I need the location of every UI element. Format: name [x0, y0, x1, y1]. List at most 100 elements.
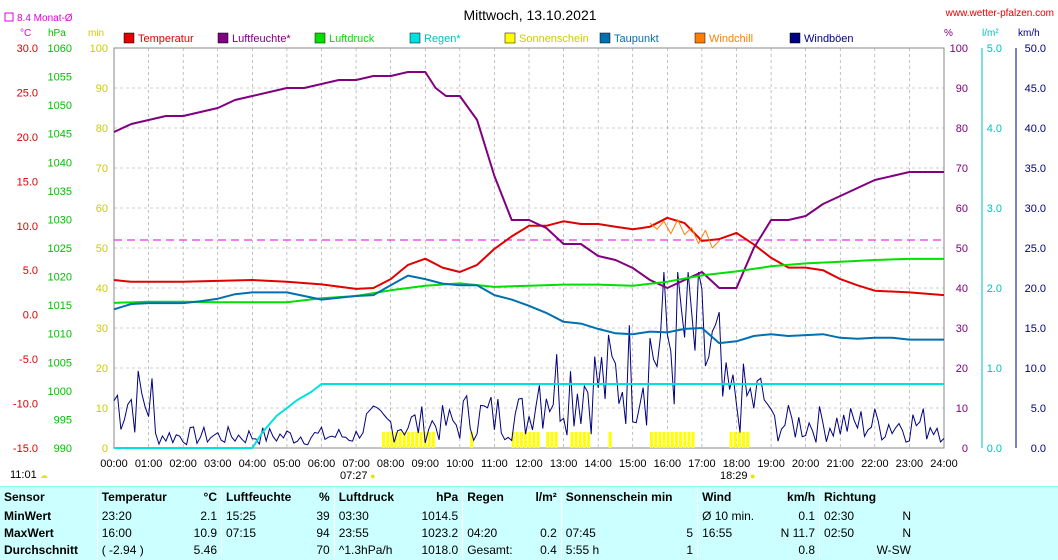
sunshine-bar: [427, 432, 431, 448]
series-luftdruck: [113, 257, 944, 304]
series-taupunkt: [113, 274, 944, 345]
cell: 0.2: [540, 525, 557, 540]
row-label: Durchschnitt: [4, 542, 79, 557]
humidity-axis-tick-label: 100: [950, 43, 968, 55]
temp-axis-tick-label: 20.0: [17, 132, 38, 144]
cell: 04:20: [462, 524, 527, 541]
sunshine-bar: [658, 432, 662, 448]
minutes-axis-tick-label: 60: [96, 203, 108, 215]
sunshine-bar: [431, 432, 435, 448]
rain-axis-tick-label: 0.0: [987, 443, 1002, 455]
cell: 02:30: [819, 507, 865, 524]
wind-axis-tick-label: 5.0: [1031, 403, 1046, 415]
cell: 23:55: [333, 524, 410, 541]
table-row: MinWert 23:20 2.1 15:25 39 03:30 1014.5 Ø 1…: [0, 507, 915, 524]
cell: N 11.7: [780, 525, 816, 540]
col-temperatur: Temperatur: [96, 487, 184, 507]
minutes-axis-tick-label: 100: [90, 43, 108, 55]
pressure-axis-tick-label: 1005: [48, 357, 72, 369]
col-richtung: Richtung: [819, 487, 915, 507]
humidity-axis-tick-label: 80: [956, 123, 968, 135]
minutes-axis-tick-label: 0: [102, 443, 108, 455]
humidity-axis-tick-label: 20: [956, 363, 968, 375]
pressure-axis-tick-label: 1010: [48, 329, 72, 341]
col-luftfeuchte: Luftfeuchte: [221, 487, 309, 507]
table-row: MaxWert 16:00 10.9 07:15 94 23:55 1023.2 04…: [0, 524, 915, 541]
sunshine-bar: [386, 432, 390, 448]
pressure-axis-tick-label: 1025: [48, 243, 72, 255]
wind-axis-tick-label: 10.0: [1025, 363, 1046, 375]
series-windchill: [649, 219, 720, 249]
legend-label: Windchill: [709, 33, 753, 45]
legend-swatch: [599, 32, 611, 44]
cell: 1023.2: [421, 525, 459, 540]
sunshine-bar: [520, 432, 524, 448]
sunshine-bar: [729, 432, 733, 448]
col-sonnenschein: Sonnenschein min: [560, 487, 698, 507]
cell: ( -2.94 ): [96, 541, 184, 558]
x-tick-label: 08:00: [377, 458, 405, 470]
sunshine-bar: [528, 432, 532, 448]
sunshine-bar: [398, 432, 402, 448]
humidity-axis-tick-label: 40: [956, 283, 968, 295]
x-tick-label: 01:00: [135, 458, 163, 470]
cell: 0.4: [540, 542, 557, 557]
col-luftfeuchte-unit: %: [319, 490, 330, 504]
chart-title: Mittwoch, 13.10.2021: [463, 7, 596, 23]
col-wind: Wind: [697, 487, 769, 507]
chart-marks: [113, 71, 945, 449]
pressure-axis-tick-label: 1015: [48, 300, 72, 312]
col-temperatur-unit: °C: [203, 490, 217, 504]
pressure-axis-tick-label: 1060: [48, 43, 72, 55]
series-windboeen: [113, 271, 945, 446]
col-luftdruck: Luftdruck: [333, 487, 410, 507]
sunrise-icon: ●: [370, 471, 375, 481]
sunshine-bar: [470, 432, 474, 448]
cell: [697, 541, 769, 558]
x-tick-label: 19:00: [757, 458, 785, 470]
temp-axis-tick-label: 5.0: [23, 265, 38, 277]
pressure-axis-tick-label: 990: [54, 443, 72, 455]
pressure-axis-tick-label: 1030: [48, 214, 72, 226]
cell: [526, 507, 561, 524]
temp-axis-tick-label: -15.0: [13, 443, 38, 455]
pressure-axis-tick-label: 1050: [48, 100, 72, 112]
cell: 1014.5: [421, 508, 459, 523]
sunshine-bar: [524, 432, 528, 448]
cell: 5:55 h: [560, 541, 662, 558]
cell: 0.1: [798, 508, 816, 523]
cell: 1018.0: [421, 542, 459, 557]
axes: 30.0 25.0 20.0 15.0 10.0 5.0 0.0 -5.0 -10.0 -15.0…: [13, 43, 1046, 470]
legend-label: Luftfeuchte*: [232, 33, 291, 45]
sunshine-bar: [670, 432, 674, 448]
monthly-avg-swatch: [4, 12, 14, 22]
summary-table: Sensor Temperatur °C Luftfeuchte % Luftd…: [0, 486, 1058, 560]
sunshine-bar: [402, 432, 406, 448]
legend-swatch: [789, 32, 801, 44]
legend-label: Regen*: [424, 33, 461, 45]
row-label: MaxWert: [4, 525, 54, 540]
minutes-axis-tick-label: 20: [96, 363, 108, 375]
sunshine-bar: [578, 432, 582, 448]
x-tick-label: 09:00: [411, 458, 439, 470]
x-tick-label: 22:00: [861, 458, 889, 470]
pressure-axis-tick-label: 1035: [48, 186, 72, 198]
sunshine-bar: [570, 432, 574, 448]
humidity-axis-tick-label: 50: [956, 243, 968, 255]
x-tick-label: 12:00: [515, 458, 543, 470]
pressure-axis-tick-label: 1055: [48, 72, 72, 84]
sunshine-bar: [532, 432, 536, 448]
unit-min: min: [88, 28, 104, 39]
cell: 07:15: [221, 524, 309, 541]
cell: [661, 507, 697, 524]
weather-chart: Mittwoch, 13.10.2021 www.wetter-pfalzen.…: [4, 7, 1054, 482]
cell: Ø 10 min.: [697, 507, 769, 524]
sunshine-bar: [742, 432, 746, 448]
sunshine-bar: [687, 432, 691, 448]
legend-swatch: [217, 32, 229, 44]
temp-axis-tick-label: 0.0: [23, 310, 38, 322]
minutes-axis-tick-label: 80: [96, 123, 108, 135]
sunshine-bar: [536, 432, 540, 448]
site-link[interactable]: www.wetter-pfalzen.com: [945, 8, 1054, 19]
legend-label: Luftdruck: [329, 33, 375, 45]
